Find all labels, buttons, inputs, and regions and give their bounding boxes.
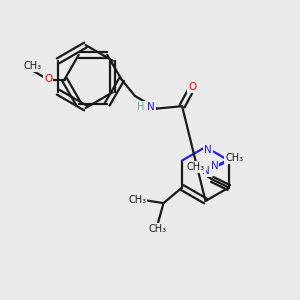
Text: CH₃: CH₃ xyxy=(148,224,166,234)
Text: CH₃: CH₃ xyxy=(128,195,146,205)
Text: N: N xyxy=(202,166,209,176)
Text: H: H xyxy=(137,102,145,112)
Text: N: N xyxy=(211,161,218,171)
Text: CH₃: CH₃ xyxy=(225,153,243,163)
Text: CH₃: CH₃ xyxy=(187,162,205,172)
Text: CH₃: CH₃ xyxy=(23,61,41,71)
Text: N: N xyxy=(204,145,212,155)
Text: O: O xyxy=(188,82,197,92)
Text: N: N xyxy=(147,102,155,112)
Text: O: O xyxy=(44,74,52,85)
